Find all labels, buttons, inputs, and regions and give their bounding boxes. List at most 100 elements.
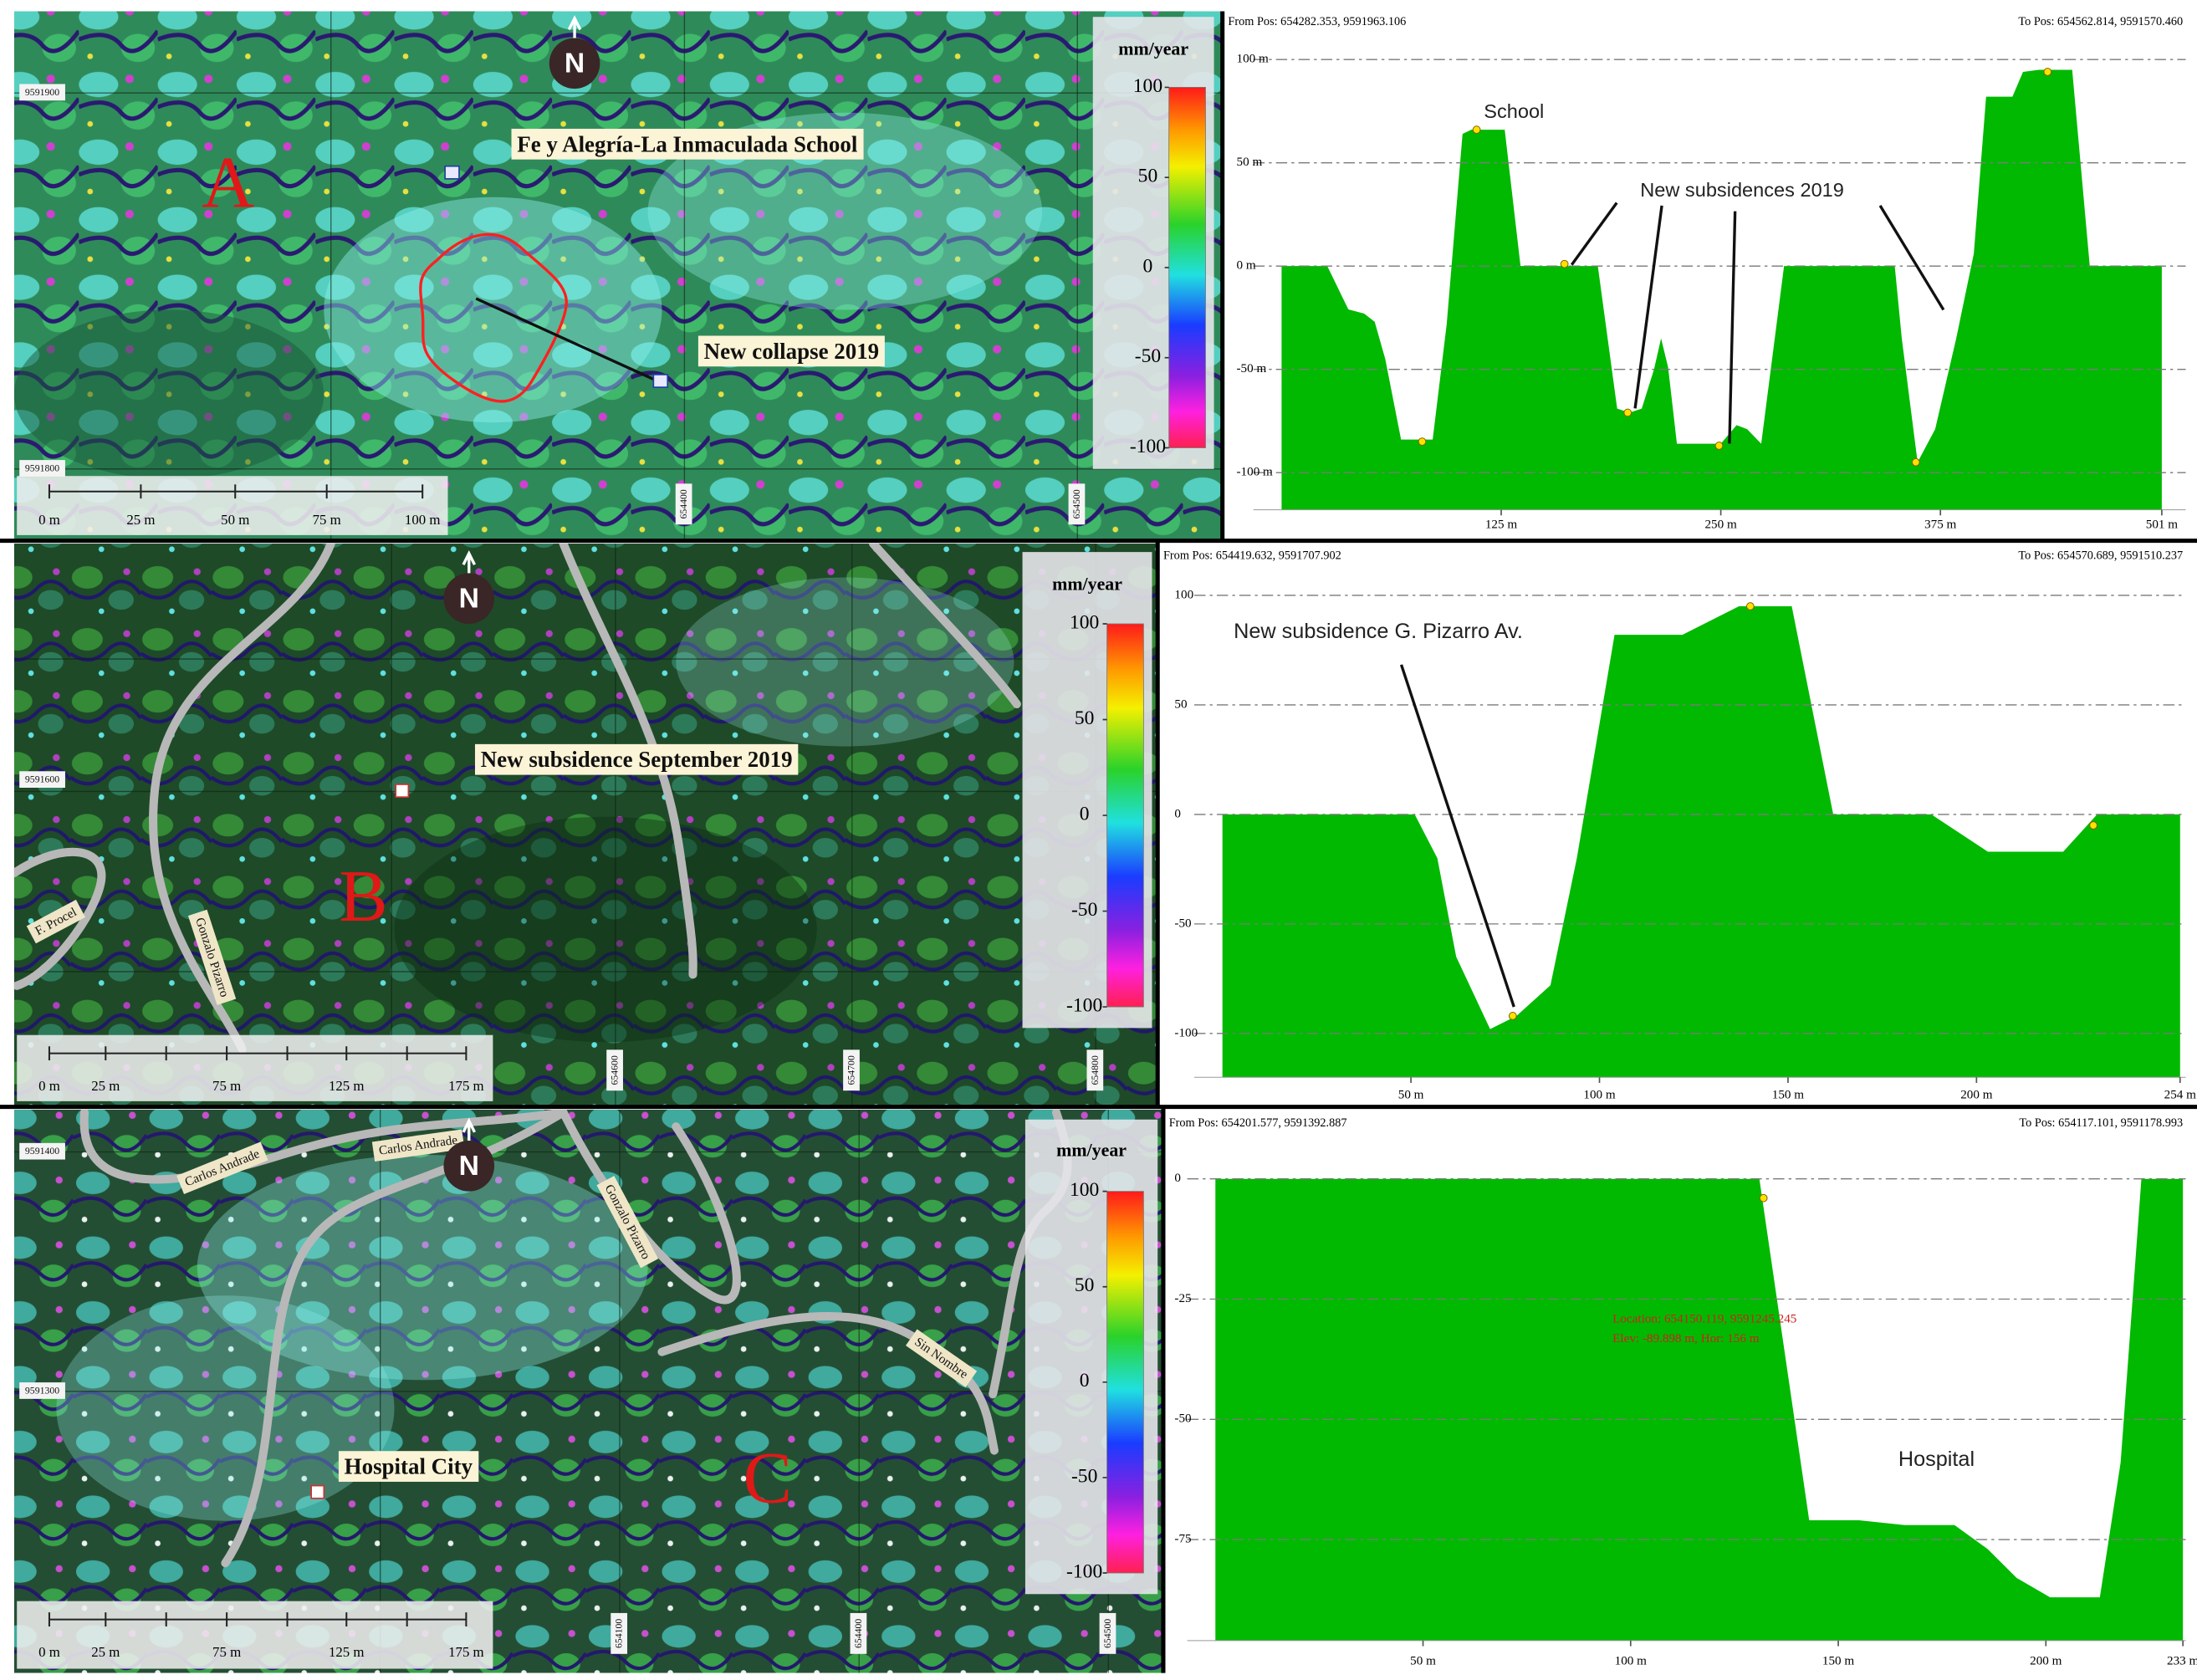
colorbar-tick-label: -100 (1130, 436, 1166, 457)
coordinate-label: 9591900 (25, 87, 59, 98)
collapse-outline (419, 232, 568, 403)
colorbar-tick-label: -100 (1066, 1560, 1102, 1582)
map-label-box (511, 128, 864, 160)
coordinate-label-box (675, 483, 692, 525)
coordinate-label: 654600 (610, 1055, 621, 1085)
map-label: Hospital City (345, 1454, 473, 1479)
from-position: From Pos: 654282.353, 9591963.106 (1228, 15, 1406, 28)
x-tick-label: 233 m (2167, 1654, 2197, 1668)
map-label-box (338, 1451, 479, 1482)
road-label-box (26, 899, 86, 944)
marker-icon (652, 374, 669, 388)
coordinate-label-box (1099, 1612, 1116, 1654)
panel-letter: B (339, 855, 387, 937)
coordinate-label: 654100 (614, 1619, 625, 1648)
y-tick-label: -50 (1174, 1412, 1191, 1426)
road-label-box (596, 1176, 659, 1269)
leader-line (1570, 202, 1618, 266)
scale-label: 0 m (38, 1078, 60, 1094)
profile-area (1281, 69, 2162, 510)
profile-marker (2089, 821, 2097, 830)
colorbar-tick-label: 100 (1070, 1179, 1099, 1201)
y-tick-label: 0 (1174, 806, 1181, 820)
coordinate-label-box (843, 1049, 860, 1091)
leader-line (1399, 664, 1515, 1008)
y-tick-label: 50 m (1237, 155, 1263, 169)
colorbar-tick-label: 0 (1143, 255, 1153, 277)
map-tone (13, 309, 324, 479)
road (13, 847, 106, 990)
coordinate-label: 654500 (1071, 489, 1082, 518)
map-label: New subsidence September 2019 (481, 747, 793, 772)
profile-marker (2043, 68, 2052, 76)
map-tone (647, 112, 1043, 310)
scale-label: 75 m (212, 1644, 241, 1660)
colorbar-tick-label: -100 (1066, 994, 1102, 1016)
to-position: To Pos: 654562.814, 9591570.460 (2018, 15, 2183, 28)
map-panel: Fe y Alegría-La Inmaculada School New col… (13, 11, 1223, 539)
scale-label: 0 m (38, 1644, 60, 1660)
coordinate-label: 654800 (1090, 1055, 1101, 1085)
x-tick-label: 375 m (1924, 518, 1956, 532)
leader-line (1878, 204, 1945, 311)
colorbar-tick-label: 100 (1070, 611, 1099, 633)
profile-area (1215, 1178, 2184, 1641)
road-label-box (906, 1329, 978, 1388)
x-tick-label: 254 m (2164, 1088, 2196, 1102)
map-label-group: New collapse 2019 (697, 335, 885, 367)
north-badge (549, 38, 600, 89)
coordinate-label-group: 9591300 (19, 1382, 65, 1399)
colorbar-tick-label: 0 (1080, 1370, 1090, 1391)
profile-area (1222, 606, 2180, 1078)
scale-label: 100 m (405, 512, 441, 528)
north-label: N (459, 583, 479, 614)
scale-box (17, 1034, 493, 1101)
coordinate-label-group: 654100 (611, 1612, 628, 1654)
y-tick-label: -50 (1174, 916, 1191, 930)
coordinate-label-group: 654500 (1099, 1612, 1116, 1654)
to-position: To Pos: 654117.101, 9591178.993 (2019, 1116, 2183, 1130)
map-tone (394, 816, 817, 1043)
y-tick-label: -25 (1174, 1291, 1191, 1305)
north-badge (443, 573, 495, 625)
scale-label: 25 m (91, 1078, 120, 1094)
scale-label: 175 m (448, 1644, 484, 1660)
annotation: School (1484, 100, 1544, 122)
leader-line (1728, 211, 1737, 444)
coordinate-label-box (19, 771, 65, 789)
legend-title: mm/year (1118, 38, 1188, 59)
map-tone (324, 197, 662, 423)
profile-marker (1560, 259, 1569, 268)
coordinate-label-box (19, 1142, 65, 1160)
road-label-box (187, 909, 237, 1005)
coordinate-label-box (1086, 1049, 1104, 1091)
map-label-group: New subsidence September 2019 (474, 743, 799, 775)
profile-marker (1418, 437, 1427, 446)
colorbar-tick-label: 50 (1075, 707, 1095, 729)
x-tick-label: 200 m (2030, 1654, 2062, 1668)
coordinate-label: 9591400 (25, 1146, 59, 1157)
x-tick-label: 50 m (1410, 1654, 1436, 1668)
map-label: New collapse 2019 (704, 339, 880, 364)
coordinate-label-group: 9591400 (19, 1142, 65, 1160)
y-tick-label: -75 (1174, 1532, 1191, 1546)
road (79, 1109, 568, 1184)
x-tick-label: 100 m (1615, 1654, 1647, 1668)
profile-marker (1714, 442, 1724, 450)
road (559, 544, 697, 979)
x-tick-label: 100 m (1583, 1088, 1615, 1102)
colorbar-tick-label: 0 (1080, 803, 1090, 825)
coordinate-label-group: 9591800 (19, 460, 65, 477)
annotation: New subsidences 2019 (1640, 179, 1844, 201)
map-tone (676, 577, 1014, 747)
x-tick-label: 150 m (1772, 1088, 1804, 1102)
y-tick-label: 0 (1174, 1171, 1181, 1185)
colorbar-tick-label: 50 (1075, 1274, 1095, 1296)
coordinate-label-group: 9591900 (19, 84, 65, 101)
north-label: N (459, 1151, 479, 1182)
leader-line (475, 297, 663, 385)
scale-label: 75 m (212, 1078, 241, 1094)
coordinate-label-group: 9591600 (19, 771, 65, 789)
